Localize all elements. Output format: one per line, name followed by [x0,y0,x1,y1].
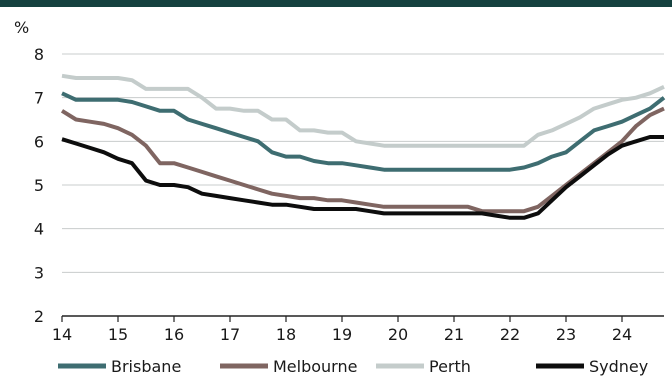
y-tick-label: 3 [34,263,44,282]
y-tick-label: 6 [34,132,44,151]
x-tick-label: 23 [556,325,576,344]
x-tick-label: 22 [500,325,520,344]
legend-label-perth: Perth [429,357,471,376]
x-tick-label: 15 [108,325,128,344]
y-axis-label: % [14,18,29,37]
gridlines [62,53,664,317]
x-tick-label: 21 [444,325,464,344]
x-tick-label: 20 [388,325,408,344]
legend: Brisbane Melbourne Perth Sydney [58,357,648,376]
series-line-melbourne [60,106,665,214]
y-tick-label: 5 [34,176,44,195]
legend-label-melbourne: Melbourne [273,357,357,376]
x-tick-label: 19 [332,325,352,344]
y-axis-ticks: 2 3 4 5 6 7 8 [34,45,44,326]
x-tick-label: 16 [164,325,184,344]
y-tick-label: 8 [34,45,44,64]
x-axis: 14 15 16 17 18 19 20 21 22 23 24 [52,316,632,344]
x-tick-label: 18 [276,325,296,344]
x-tick-label: 17 [220,325,240,344]
series-line-perth [61,73,665,148]
x-tick-label: 24 [612,325,632,344]
legend-label-sydney: Sydney [589,357,648,376]
series-lines [60,73,666,220]
series-line-sydney [61,135,664,220]
header-bar [0,0,672,7]
y-tick-label: 7 [34,89,44,108]
series-line-brisbane [61,91,666,172]
y-tick-label: 4 [34,220,44,239]
legend-label-brisbane: Brisbane [111,357,181,376]
y-tick-label: 2 [34,307,44,326]
x-tick-label: 14 [52,325,72,344]
